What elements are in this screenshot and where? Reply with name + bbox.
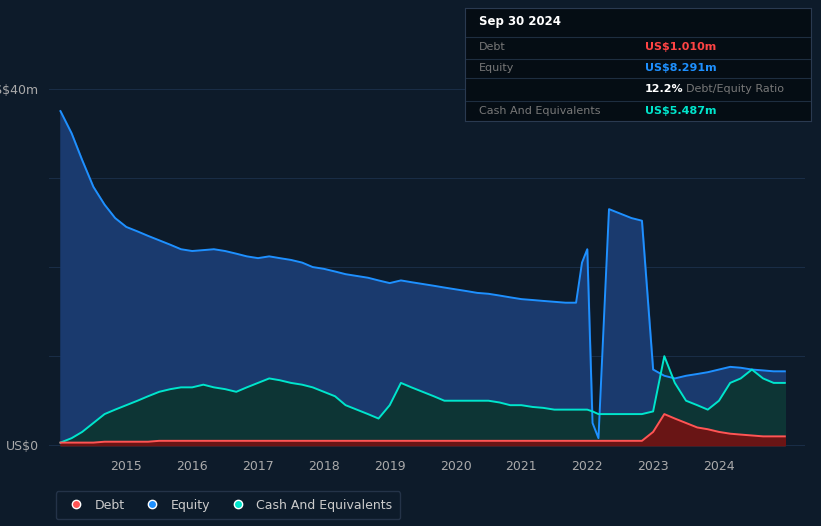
- Text: Debt/Equity Ratio: Debt/Equity Ratio: [686, 84, 784, 94]
- Text: US$5.487m: US$5.487m: [644, 106, 717, 116]
- Text: US$1.010m: US$1.010m: [644, 43, 716, 53]
- Text: Cash And Equivalents: Cash And Equivalents: [479, 106, 600, 116]
- Text: 12.2%: 12.2%: [644, 84, 683, 94]
- Legend: Debt, Equity, Cash And Equivalents: Debt, Equity, Cash And Equivalents: [56, 491, 400, 519]
- Text: Equity: Equity: [479, 64, 514, 74]
- Text: Debt: Debt: [479, 43, 505, 53]
- Text: US$8.291m: US$8.291m: [644, 64, 717, 74]
- Text: Sep 30 2024: Sep 30 2024: [479, 15, 561, 28]
